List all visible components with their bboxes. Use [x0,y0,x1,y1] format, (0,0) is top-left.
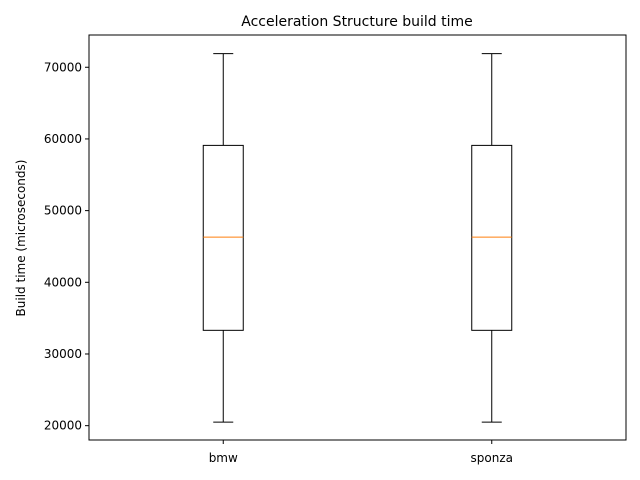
x-tick-label: bmw [209,451,238,465]
y-axis-label: Build time (microseconds) [14,160,28,317]
x-tick-label: sponza [471,451,513,465]
box-bmw [202,144,244,331]
plot-area: 20000 30000 40000 50000 60000 70000 bmw sponza [44,53,513,465]
box-sponza [471,144,513,331]
y-tick-label: 60000 [44,132,82,146]
y-tick-label: 50000 [44,204,82,218]
y-tick-label: 40000 [44,275,82,289]
y-tick-label: 30000 [44,347,82,361]
plot-frame [88,34,627,441]
y-tick-label: 20000 [44,419,82,433]
y-tick-label: 70000 [44,60,82,74]
chart-title: Acceleration Structure build time [241,14,473,30]
